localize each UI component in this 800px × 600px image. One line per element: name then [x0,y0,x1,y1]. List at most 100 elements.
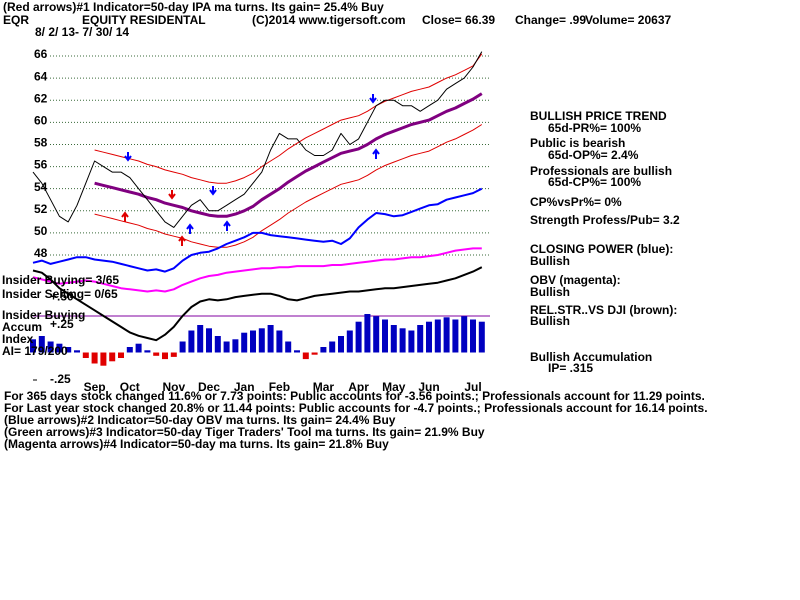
x-tick-label: Jul [464,380,481,394]
accum-bar [276,330,283,353]
accum-bar [223,341,230,353]
accum-bar [294,350,300,353]
x-tick-label: Feb [269,380,290,394]
accum-bar [382,319,388,353]
y-tick-label: -.25 [50,372,71,386]
footer-text: For 365 days stock changed 11.6% or 7.73… [4,389,705,403]
accum-bar [373,316,380,353]
accum-bar [250,330,256,353]
accum-bar [364,314,371,353]
accum-bar [258,328,265,353]
trend-text: Professionals are bullish [530,164,672,178]
accum-bar [91,352,98,364]
x-tick-label: Jun [418,380,439,394]
accum-bar [285,341,292,353]
x-tick-label: Apr [348,380,369,394]
accum-bar [153,352,160,356]
footer-text: For Last year stock changed 20.8% or 11.… [4,401,708,415]
x-tick-label: Sep [84,380,106,394]
signal-arrows [121,94,380,246]
accum-bar [417,325,424,353]
company-name: EQUITY RESIDENTAL [82,13,206,27]
accum-bar [443,317,450,353]
accum-bar [188,330,195,353]
trend-text: Bullish [530,285,570,299]
trend-text: OBV (magenta): [530,273,621,287]
indicator-label: Insider Buying [2,308,85,322]
x-tick-label: Oct [120,380,140,394]
accum-bar [214,336,221,353]
accum-bar [346,330,353,353]
y-tick-label: 54 [34,180,48,194]
header-note: (Red arrows)#1 Indicator=50-day IPA ma t… [3,0,384,14]
accum-bar [74,350,80,353]
trend-text: Bullish [530,314,570,328]
trend-text: Public is bearish [530,136,625,150]
footer-text: (Magenta arrows)#4 Indicator=50-day ma t… [4,437,389,451]
y-tick-label: 66 [34,47,48,61]
indicator-label: Index [2,332,34,346]
indicator-label: Insider Selling= 0/65 [2,287,118,301]
accum-bar [311,352,318,355]
accum-bar [197,325,204,353]
accum-bar [206,328,212,353]
accum-bar [426,321,432,353]
trend-text: Strength Profess/Pub= 3.2 [530,213,680,227]
close: Close= 66.39 [422,13,495,27]
y-tick-label: 60 [34,114,48,128]
series-line [94,53,483,184]
change: Change= .99 [515,13,586,27]
y-tick-label: 58 [34,136,48,150]
series-line [32,187,483,273]
y-tick-label: 48 [34,246,48,260]
accum-bar [399,328,406,353]
accum-bar [38,336,45,353]
series-line [32,266,483,342]
accum-bar [338,336,344,353]
accum-bar [144,350,151,353]
y-tick-label: +.25 [50,317,74,331]
y-tick-label: 52 [34,202,48,216]
accum-bar [135,343,142,353]
series-line [32,51,483,228]
accum-bar [355,321,362,353]
y-tick-label: 56 [34,158,48,172]
trend-text: BULLISH PRICE TREND [530,109,667,123]
indicator-label: AI= 179/200 [2,344,68,358]
x-tick-label: Mar [313,380,335,394]
accum-bar [320,347,327,353]
accum-bar [47,341,54,353]
accum-bar [170,352,177,357]
accum-bar [82,352,89,358]
series-line [94,92,483,218]
accum-bar [434,319,441,353]
series-line [32,247,482,293]
trend-text: CP%vsPr%= 0% [530,195,622,209]
accum-bar [478,321,485,353]
accum-bar [408,330,415,353]
trend-text: 65d-PR%= 100% [548,121,641,135]
trend-text: 65d-OP%= 2.4% [548,148,639,162]
accum-bar [100,352,107,366]
footer-text: (Green arrows)#3 Indicator=50-day Tiger … [4,425,485,439]
accum-bar [329,341,336,353]
date-range: 8/ 2/ 13- 7/ 30/ 14 [35,25,129,39]
y-tick-label: 62 [34,91,48,105]
accum-bar [118,352,124,358]
accum-bar [267,325,274,353]
accum-bar [126,347,133,353]
accum-bar [390,325,397,353]
accum-bar [232,339,239,353]
trend-text: CLOSING POWER (blue): [530,242,673,256]
accum-bar [162,352,168,360]
accum-bar [30,339,36,353]
accum-bar [179,341,186,353]
y-tick-label: 50 [34,224,48,238]
accum-bar [65,347,72,353]
accum-bar [302,352,309,360]
accum-bar [56,343,63,353]
x-tick-label: May [382,380,406,394]
trend-text: REL.STR..VS DJI (brown): [530,303,677,317]
x-tick-label: Jan [234,380,255,394]
trend-text: Bullish Accumulation [530,350,652,364]
